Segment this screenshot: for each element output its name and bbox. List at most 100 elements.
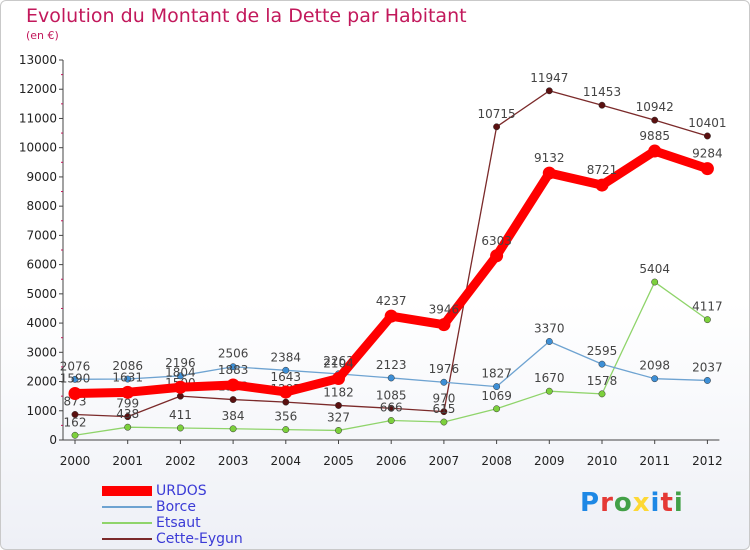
data-label-urdos: 1883 [218, 363, 249, 377]
x-tick-label: 2003 [218, 454, 249, 468]
data-label-borce: 2123 [376, 358, 407, 372]
data-label-cette-eygun: 970 [432, 392, 455, 406]
data-label-borce: 2076 [60, 359, 91, 373]
data-point-cette-eygun [124, 413, 132, 421]
data-point-borce [387, 374, 395, 382]
data-label-borce: 3370 [534, 321, 565, 335]
data-label-etsaut: 384 [222, 409, 245, 423]
data-label-urdos: 1643 [271, 370, 302, 384]
logo-letter: P [580, 488, 601, 518]
y-tick-label: 12000 [19, 82, 57, 96]
data-label-etsaut: 4117 [692, 300, 723, 314]
data-point-urdos [490, 249, 504, 263]
data-point-borce [545, 338, 553, 345]
data-label-urdos: 9132 [534, 151, 565, 165]
data-point-urdos [226, 378, 240, 392]
data-label-borce: 1827 [481, 367, 512, 381]
data-label-cette-eygun: 10401 [688, 116, 726, 130]
data-label-etsaut: 438 [116, 407, 139, 421]
data-label-cette-eygun: 10942 [636, 100, 674, 114]
data-point-borce [651, 375, 659, 383]
legend-label: Borce [156, 499, 196, 515]
data-point-borce [71, 375, 79, 383]
data-point-borce [703, 377, 711, 384]
logo-letter: t [660, 488, 674, 518]
data-point-cette-eygun [387, 404, 395, 412]
legend-swatch [102, 506, 152, 508]
data-label-urdos: 9885 [639, 129, 670, 143]
data-point-urdos [279, 385, 293, 399]
data-label-urdos: 3946 [429, 303, 460, 317]
proxiti-logo: Proxiti [580, 488, 684, 518]
logo-letter: x [632, 488, 651, 518]
data-point-etsaut [387, 417, 395, 424]
data-point-etsaut [703, 316, 711, 324]
legend-item: Borce [102, 499, 302, 515]
data-point-etsaut [176, 424, 184, 432]
data-point-etsaut [598, 390, 606, 398]
data-point-etsaut [229, 425, 237, 433]
data-point-cette-eygun [335, 401, 342, 409]
x-tick-label: 2002 [165, 454, 196, 468]
data-point-etsaut [545, 387, 553, 395]
data-label-borce: 1976 [429, 362, 460, 376]
data-label-etsaut: 356 [274, 410, 297, 424]
y-tick-label: 13000 [19, 53, 57, 67]
data-label-cette-eygun: 799 [116, 397, 139, 411]
data-point-borce [493, 383, 501, 391]
data-point-urdos [332, 371, 345, 385]
x-tick-label: 2005 [323, 454, 354, 468]
data-point-urdos [437, 318, 451, 332]
legend-item: URDOS [102, 483, 302, 499]
y-tick-label: 8000 [26, 199, 57, 213]
y-tick-label: 10000 [19, 141, 57, 155]
data-point-borce [176, 372, 184, 380]
data-label-urdos: 1590 [60, 372, 91, 386]
data-label-urdos: 2104 [323, 356, 354, 370]
data-point-borce [440, 378, 448, 386]
data-label-borce: 2086 [112, 359, 143, 373]
y-tick-label: 1000 [26, 404, 57, 418]
data-label-urdos: 1631 [112, 370, 143, 384]
data-label-cette-eygun: 1182 [323, 385, 354, 399]
x-tick-label: 2011 [639, 454, 670, 468]
data-point-etsaut [282, 426, 290, 434]
y-tick-label: 5000 [26, 287, 57, 301]
data-label-urdos: 9284 [692, 147, 723, 161]
data-label-borce: 2037 [692, 360, 723, 374]
x-tick-label: 2004 [271, 454, 302, 468]
x-tick-label: 2007 [429, 454, 460, 468]
data-point-etsaut [440, 418, 448, 426]
data-point-borce [282, 366, 290, 374]
chart-legend: URDOS Borce Etsaut Cette-Eygun [102, 483, 302, 547]
data-label-borce: 2196 [165, 356, 196, 370]
legend-label: Cette-Eygun [156, 531, 243, 547]
data-label-etsaut: 5404 [639, 262, 670, 276]
y-tick-label: 7000 [26, 228, 57, 242]
data-label-etsaut: 162 [64, 415, 87, 429]
data-label-cette-eygun: 10715 [478, 107, 516, 121]
data-point-urdos [384, 309, 398, 323]
data-label-etsaut: 327 [327, 410, 350, 424]
data-point-etsaut [493, 405, 501, 413]
data-label-cette-eygun: 873 [64, 394, 87, 408]
x-tick-label: 2006 [376, 454, 407, 468]
x-tick-label: 2009 [534, 454, 565, 468]
logo-letter: i [650, 488, 661, 518]
data-label-etsaut: 666 [380, 401, 403, 415]
data-point-borce [124, 375, 132, 383]
data-point-cette-eygun [545, 87, 553, 95]
y-tick-label: 3000 [26, 345, 57, 359]
legend-label: Etsaut [156, 515, 201, 531]
y-tick-label: 0 [49, 433, 57, 447]
x-tick-label: 2012 [692, 454, 723, 468]
data-point-borce [229, 363, 237, 371]
y-tick-label: 11000 [19, 111, 57, 125]
y-tick-label: 9000 [26, 170, 57, 184]
data-point-urdos [121, 385, 135, 399]
data-point-cette-eygun [440, 408, 448, 416]
data-label-borce: 2384 [271, 350, 302, 364]
data-label-cette-eygun: 11453 [583, 85, 621, 99]
data-point-cette-eygun [598, 101, 606, 109]
